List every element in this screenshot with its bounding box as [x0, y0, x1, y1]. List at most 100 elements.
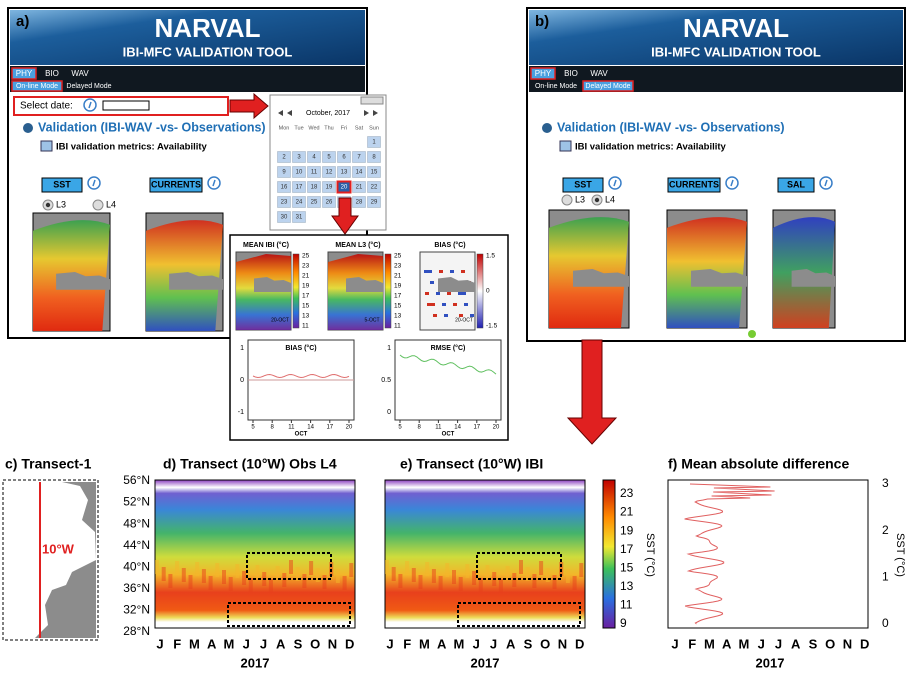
calendar-nav[interactable]	[373, 110, 378, 116]
day-number[interactable]: 30	[281, 215, 288, 221]
day-cell[interactable]	[367, 166, 381, 178]
day-number[interactable]: 4	[312, 155, 316, 161]
tab[interactable]: WAV	[71, 69, 89, 78]
variable-button[interactable]	[562, 177, 604, 193]
day-number[interactable]: 14	[356, 170, 363, 176]
day-cell[interactable]	[337, 151, 351, 163]
radio[interactable]	[92, 199, 104, 211]
mode-label[interactable]: On-line Mode	[535, 83, 577, 90]
tab[interactable]: BIO	[45, 69, 59, 78]
day-cell[interactable]	[307, 181, 321, 193]
variable-button-label[interactable]: CURRENTS	[151, 179, 201, 189]
calendar-nav[interactable]	[364, 110, 369, 116]
variable-button-label[interactable]: SST	[53, 179, 71, 189]
day-number[interactable]: 6	[342, 155, 346, 161]
day-number[interactable]: 31	[296, 215, 303, 221]
day-cell[interactable]	[352, 196, 366, 208]
day-number[interactable]: 29	[371, 200, 378, 206]
day-cell[interactable]	[322, 166, 336, 178]
day-number[interactable]: 22	[371, 185, 378, 191]
radio[interactable]	[561, 194, 573, 206]
mode-tab[interactable]	[531, 81, 581, 91]
day-cell[interactable]	[292, 211, 306, 223]
day-cell[interactable]	[292, 196, 306, 208]
day-cell[interactable]	[292, 151, 306, 163]
day-number[interactable]: 19	[326, 185, 333, 191]
tab[interactable]: BIO	[564, 69, 578, 78]
x-tick-label: 8	[271, 425, 275, 431]
day-number[interactable]: 11	[311, 170, 318, 176]
calendar-nav[interactable]	[287, 110, 292, 116]
metrics-link[interactable]: IBI validation metrics: Availability	[575, 142, 727, 153]
variable-button[interactable]	[667, 177, 721, 193]
tab[interactable]: WAV	[590, 69, 608, 78]
day-number[interactable]: 25	[311, 200, 318, 206]
day-cell[interactable]	[292, 166, 306, 178]
calendar-nav[interactable]	[278, 110, 283, 116]
day-number[interactable]: 26	[326, 200, 333, 206]
day-number[interactable]: 18	[311, 185, 318, 191]
day-cell[interactable]	[337, 166, 351, 178]
date-input[interactable]	[102, 100, 150, 111]
day-cell[interactable]	[307, 196, 321, 208]
day-cell[interactable]	[352, 151, 366, 163]
day-cell[interactable]	[307, 151, 321, 163]
day-number[interactable]: 20	[341, 185, 348, 191]
calendar-close[interactable]	[360, 96, 384, 105]
day-number[interactable]: 24	[296, 200, 303, 206]
tab-active[interactable]	[11, 67, 37, 80]
day-cell[interactable]	[277, 166, 291, 178]
radio-label: L3	[575, 194, 585, 204]
day-number[interactable]: 3	[297, 155, 301, 161]
day-cell[interactable]	[367, 181, 381, 193]
day-cell[interactable]	[277, 151, 291, 163]
day-cell[interactable]	[322, 196, 336, 208]
heat-streak	[445, 563, 450, 577]
day-number[interactable]: 2	[282, 155, 286, 161]
day-number[interactable]: 16	[281, 185, 288, 191]
day-cell[interactable]	[277, 196, 291, 208]
day-cell[interactable]	[367, 136, 381, 148]
day-cell[interactable]	[352, 166, 366, 178]
day-number[interactable]: 1	[372, 140, 376, 146]
variable-button[interactable]	[777, 177, 815, 193]
day-number[interactable]: 13	[341, 170, 348, 176]
day-number[interactable]: 12	[326, 170, 333, 176]
day-cell[interactable]	[277, 181, 291, 193]
day-cell[interactable]	[277, 211, 291, 223]
day-cell[interactable]	[307, 166, 321, 178]
day-cell[interactable]	[336, 180, 352, 194]
day-number[interactable]: 7	[357, 155, 361, 161]
day-number[interactable]: 21	[356, 185, 363, 191]
variable-button[interactable]	[41, 177, 83, 193]
mode-tab[interactable]	[11, 80, 63, 92]
variable-button-label[interactable]: SAL	[787, 179, 806, 189]
metrics-link[interactable]: IBI validation metrics: Availability	[56, 142, 208, 153]
day-number[interactable]: 5	[327, 155, 331, 161]
tab[interactable]: PHY	[16, 69, 33, 78]
mode-tab[interactable]	[64, 81, 114, 91]
mode-label[interactable]: On-line Mode	[16, 83, 58, 90]
day-cell[interactable]	[367, 151, 381, 163]
variable-button[interactable]	[149, 177, 203, 193]
day-number[interactable]: 28	[356, 200, 363, 206]
mode-label[interactable]: Delayed Mode	[585, 83, 630, 90]
day-number[interactable]: 23	[281, 200, 288, 206]
day-cell[interactable]	[352, 181, 366, 193]
day-cell[interactable]	[322, 181, 336, 193]
heat-streak	[519, 560, 523, 574]
variable-button-label[interactable]: SST	[574, 179, 592, 189]
day-cell[interactable]	[292, 181, 306, 193]
day-number[interactable]: 17	[296, 185, 303, 191]
mode-label[interactable]: Delayed Mode	[66, 83, 111, 90]
mode-tab[interactable]	[582, 80, 634, 92]
variable-button-label[interactable]: CURRENTS	[669, 179, 719, 189]
day-cell[interactable]	[367, 196, 381, 208]
day-number[interactable]: 8	[372, 155, 376, 161]
tab[interactable]: PHY	[535, 69, 552, 78]
tab-active[interactable]	[530, 67, 556, 80]
day-cell[interactable]	[322, 151, 336, 163]
day-number[interactable]: 15	[371, 170, 378, 176]
day-number[interactable]: 10	[296, 170, 303, 176]
day-number[interactable]: 9	[282, 170, 286, 176]
